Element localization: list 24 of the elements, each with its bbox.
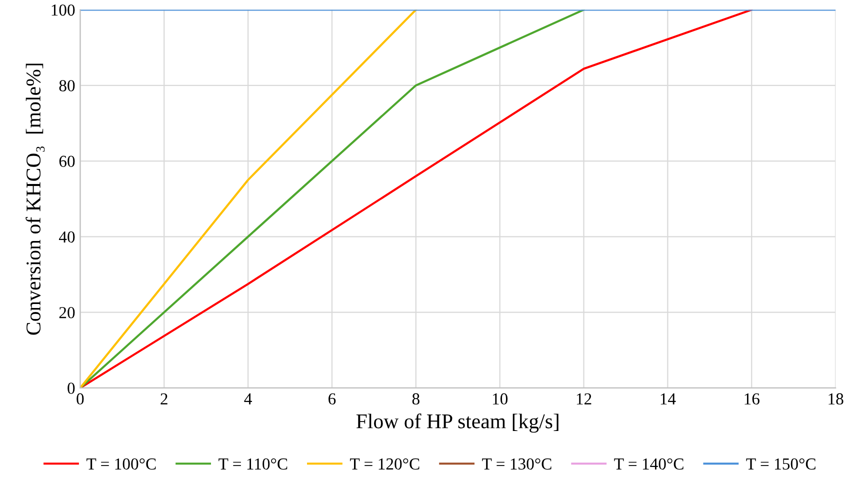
x-tick-label: 10 [492, 393, 508, 405]
y-tick-label: 0 [68, 382, 75, 394]
x-tick-label: 16 [744, 393, 760, 405]
x-tick-label: 14 [660, 393, 676, 404]
x-tick-label: 6 [328, 393, 336, 405]
x-tick-label: 12 [576, 393, 592, 404]
legend-label: T = 130°C [482, 458, 552, 470]
x-axis-title: Flow of HP steam [kg/s] [356, 413, 558, 433]
legend-label: T = 110°C [218, 458, 288, 470]
y-tick-label: 100 [52, 4, 75, 16]
x-tick-label: 4 [244, 393, 252, 404]
legend-label: T = 100°C [86, 458, 156, 470]
y-tick-label: 80 [59, 80, 75, 92]
y-tick-label: 60 [59, 156, 75, 167]
x-tick-label: 0 [76, 393, 84, 405]
legend-label: T = 120°C [350, 458, 420, 470]
y-axis-title: Conversion of KHCO₃ [mole%] [26, 64, 45, 335]
x-tick-label: 18 [828, 393, 844, 405]
x-tick-label: 2 [160, 393, 168, 404]
legend-label: T = 150°C [746, 458, 816, 470]
legend-label: T = 140°C [614, 458, 684, 470]
x-tick-label: 8 [412, 393, 420, 405]
y-tick-label: 40 [58, 231, 75, 243]
y-tick-label: 20 [59, 307, 75, 318]
